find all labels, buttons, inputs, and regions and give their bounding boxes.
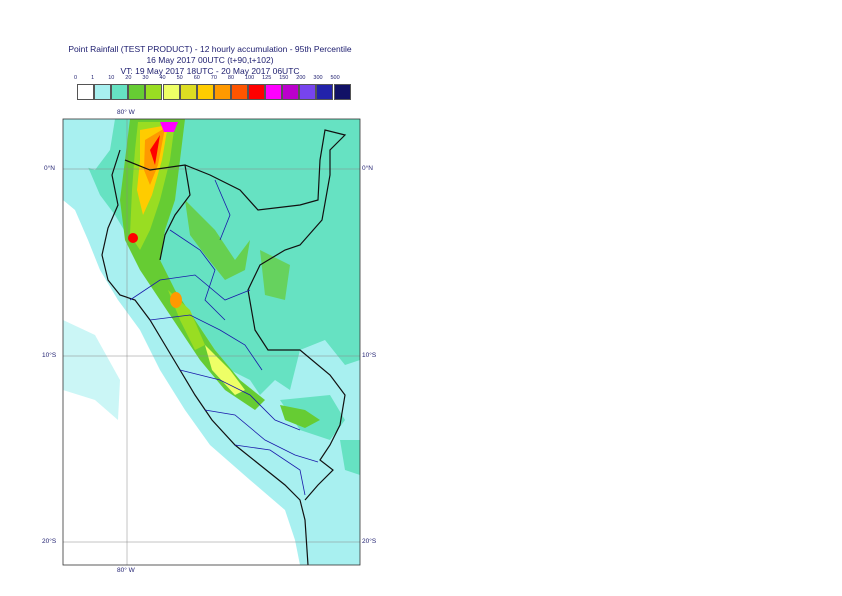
lat-label-10s-right: 10°S bbox=[362, 352, 377, 359]
map-title: Point Rainfall (TEST PRODUCT) - 12 hourl… bbox=[68, 44, 352, 54]
map-border bbox=[62, 118, 361, 566]
coastline bbox=[101, 149, 309, 565]
lat-label-20s-left: 20°S bbox=[42, 538, 57, 545]
lat-label-10s-left: 10°S bbox=[42, 352, 57, 359]
valid-time-line: VT: 19 May 2017 18UTC - 20 May 2017 06UT… bbox=[120, 66, 300, 76]
lat-label-20s-right: 20°S bbox=[362, 538, 377, 545]
country-border bbox=[124, 129, 347, 501]
map-frame-content bbox=[63, 119, 360, 565]
base-time-line: 16 May 2017 00UTC (t+90,t+102) bbox=[146, 55, 274, 65]
lon-label-bottom: 80° W bbox=[117, 567, 135, 574]
lon-label-top: 80° W bbox=[117, 109, 135, 116]
lat-label-0-left: 0°N bbox=[44, 165, 55, 172]
lat-label-0-right: 0°N bbox=[362, 165, 373, 172]
